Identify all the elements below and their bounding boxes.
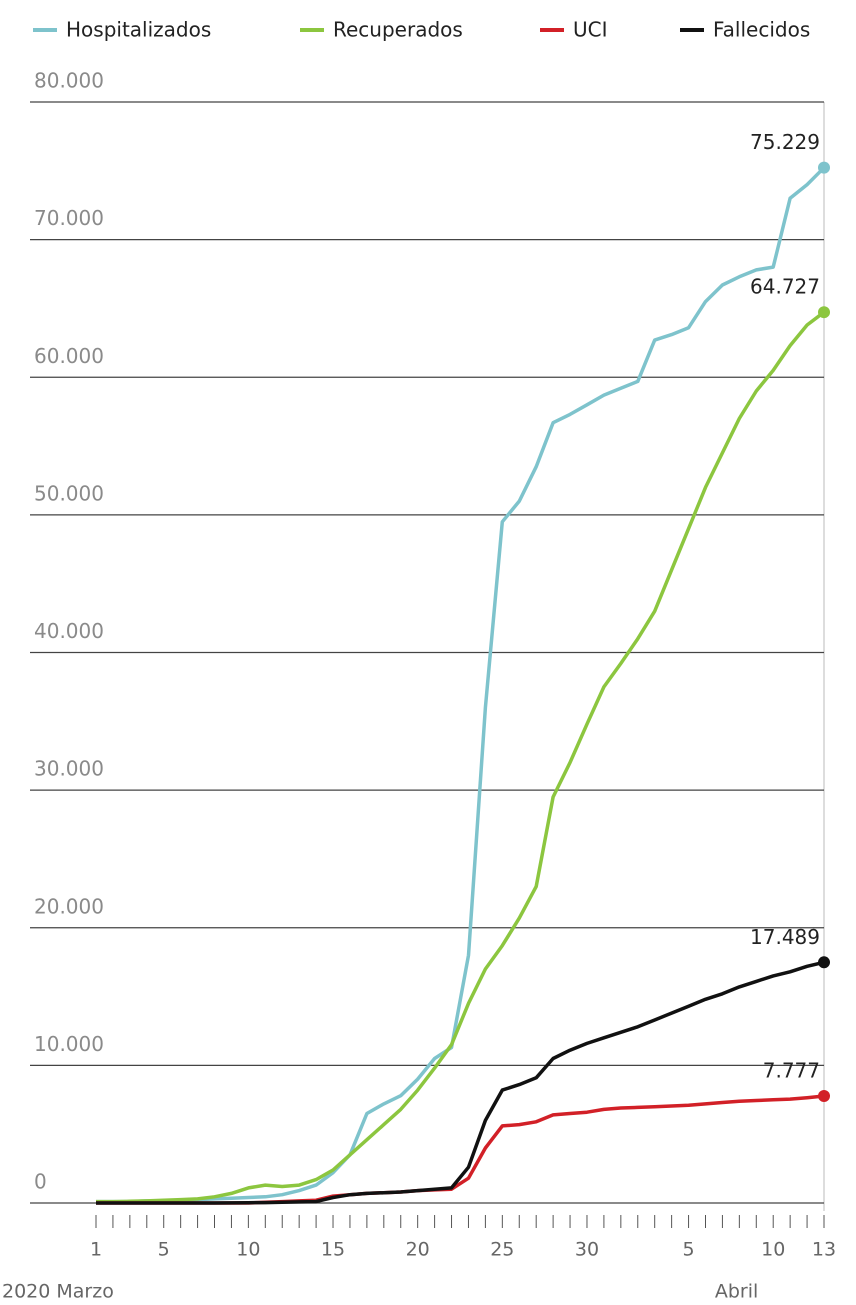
x-tick-label: 5 xyxy=(683,1239,695,1261)
end-dot xyxy=(818,306,830,319)
y-tick-label: 40.000 xyxy=(34,619,104,643)
y-tick-label: 20.000 xyxy=(34,894,104,918)
x-tick-label: 10 xyxy=(761,1239,785,1261)
series-line xyxy=(96,960,825,1205)
x-tick-label: 30 xyxy=(575,1239,599,1261)
y-tick-label: 80.000 xyxy=(34,69,104,93)
end-dot xyxy=(818,1089,830,1102)
value-label: 7.777 xyxy=(763,1058,820,1082)
series-line xyxy=(96,1094,825,1205)
y-tick-label: 30.000 xyxy=(34,757,104,781)
value-label: 17.489 xyxy=(750,925,820,949)
x-tick-label: 15 xyxy=(321,1239,345,1261)
y-tick-label: 10.000 xyxy=(34,1032,104,1056)
y-tick-label: 60.000 xyxy=(34,344,104,368)
legend-label: Recuperados xyxy=(333,18,463,42)
y-tick-label: 50.000 xyxy=(34,481,104,505)
x-tick-label: 10 xyxy=(236,1239,260,1261)
legend-label: Hospitalizados xyxy=(66,18,211,42)
legend-label: Fallecidos xyxy=(713,18,810,42)
x-tick-label: 5 xyxy=(158,1239,170,1261)
x-tick-label: 25 xyxy=(490,1239,514,1261)
end-dot xyxy=(818,161,830,174)
y-tick-label: 70.000 xyxy=(34,206,104,230)
value-label: 75.229 xyxy=(750,130,820,154)
legend-label: UCI xyxy=(573,18,608,42)
series-line xyxy=(96,310,826,1204)
series-line xyxy=(96,166,826,1204)
x-group-label: Abril xyxy=(715,1281,758,1303)
value-label: 64.727 xyxy=(750,275,820,299)
x-tick-label: 20 xyxy=(406,1239,430,1261)
x-group-label: 2020 Marzo xyxy=(2,1281,114,1303)
end-dot xyxy=(818,956,830,969)
x-tick-label: 1 xyxy=(90,1239,102,1261)
x-tick-label: 13 xyxy=(812,1239,836,1261)
y-tick-label: 0 xyxy=(34,1170,47,1194)
